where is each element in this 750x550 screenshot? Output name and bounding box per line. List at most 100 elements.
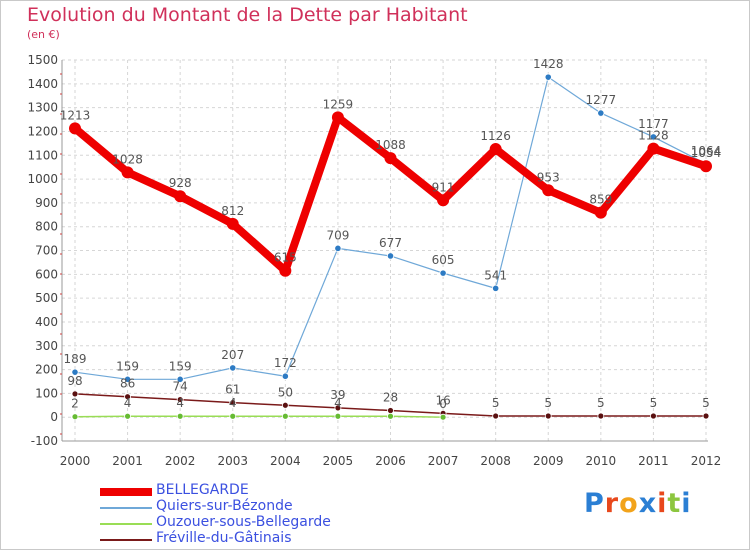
data-point (229, 364, 237, 372)
data-label: 812 (221, 204, 244, 218)
data-point (71, 413, 79, 421)
x-tick-label: 2006 (375, 454, 406, 468)
y-tick-label: 200 (35, 363, 58, 377)
data-label: 86 (120, 377, 135, 391)
data-label: 2 (71, 397, 79, 411)
x-tick-label: 2003 (217, 454, 248, 468)
data-label: 1177 (638, 117, 669, 131)
data-point (279, 264, 292, 277)
data-label: 0 (439, 397, 447, 411)
data-point (174, 190, 187, 203)
y-tick-label: 300 (35, 339, 58, 353)
data-label: 615 (274, 251, 297, 265)
legend-label: Quiers-sur-Bézonde (156, 498, 293, 514)
logo-letter: i (657, 488, 668, 519)
logo-letter: t (667, 488, 682, 519)
data-label: 207 (221, 348, 244, 362)
data-point (597, 109, 605, 117)
data-label: 928 (169, 176, 192, 190)
legend-swatch (100, 507, 152, 509)
data-label: 677 (379, 236, 402, 250)
data-point (334, 412, 342, 420)
data-point (439, 413, 447, 421)
data-label: 5 (492, 396, 500, 410)
x-tick-label: 2001 (112, 454, 143, 468)
data-point (71, 390, 79, 398)
x-tick-label: 2009 (533, 454, 564, 468)
data-label: 5 (544, 396, 552, 410)
data-point (123, 375, 132, 383)
data-label: 39 (330, 388, 345, 402)
data-point (334, 404, 342, 412)
y-tick-label: 400 (35, 315, 58, 329)
logo-letter: P (584, 488, 605, 519)
data-point (597, 412, 605, 420)
data-point (124, 393, 131, 401)
y-tick-label: 500 (35, 291, 58, 305)
y-tick-label: 1300 (27, 101, 58, 115)
data-point (544, 412, 552, 420)
data-label: 61 (225, 383, 240, 397)
logo-letter: r (604, 488, 620, 519)
y-tick-label: 1200 (27, 124, 58, 138)
data-point (387, 407, 394, 414)
y-tick-label: 900 (35, 196, 58, 210)
data-label: 1028 (112, 152, 143, 166)
data-point (544, 73, 552, 81)
data-label: 5 (650, 396, 658, 410)
data-label: 1428 (533, 57, 564, 71)
data-label: 5 (702, 396, 710, 410)
data-label: 5 (597, 396, 605, 410)
x-tick-label: 2010 (586, 454, 617, 468)
data-point (649, 133, 658, 141)
data-point (281, 401, 289, 409)
legend-label: BELLEGARDE (156, 482, 249, 498)
y-tick-label: 1000 (27, 172, 58, 186)
x-tick-label: 2011 (638, 454, 669, 468)
y-tick-label: 1100 (27, 148, 58, 162)
data-point (229, 412, 237, 420)
legend-label: Fréville-du-Gâtinais (156, 530, 292, 546)
data-label: 4 (176, 396, 184, 410)
data-label: 28 (383, 391, 398, 405)
data-label: 4 (334, 396, 342, 410)
data-point (281, 372, 289, 380)
plot-area (62, 60, 708, 441)
data-label: 1088 (375, 138, 406, 152)
data-point (226, 217, 239, 230)
y-tick-label: 1400 (27, 77, 58, 91)
data-point (121, 166, 134, 179)
data-label: 98 (67, 374, 82, 388)
series-line (74, 415, 444, 418)
data-point (384, 152, 397, 165)
data-point (492, 284, 500, 292)
legend-swatch (100, 488, 152, 496)
y-tick-label: 100 (35, 386, 58, 400)
data-label: 159 (169, 359, 192, 373)
chart-title: Evolution du Montant de la Dette par Hab… (27, 4, 468, 26)
data-label: 74 (173, 380, 188, 394)
data-point (387, 412, 394, 420)
legend-label: Ouzouer-sous-Bellegarde (156, 514, 331, 530)
data-point (176, 396, 184, 403)
data-label: 859 (589, 193, 612, 207)
x-tick-label: 2002 (165, 454, 196, 468)
data-point (650, 412, 657, 420)
y-tick-label: -100 (31, 434, 58, 448)
data-point (439, 269, 447, 277)
data-label: 50 (278, 385, 293, 399)
data-label: 1054 (691, 146, 722, 160)
data-point (386, 252, 395, 260)
data-point (700, 160, 712, 173)
legend-swatch (100, 523, 152, 525)
data-point (229, 399, 237, 407)
data-point (176, 412, 184, 420)
y-tick-label: 1500 (27, 53, 58, 67)
data-label: 1259 (323, 97, 354, 111)
y-tick-label: 600 (35, 267, 58, 281)
data-point (334, 244, 342, 252)
data-point (542, 184, 555, 197)
data-label: 1126 (480, 129, 511, 143)
data-point (647, 142, 660, 155)
